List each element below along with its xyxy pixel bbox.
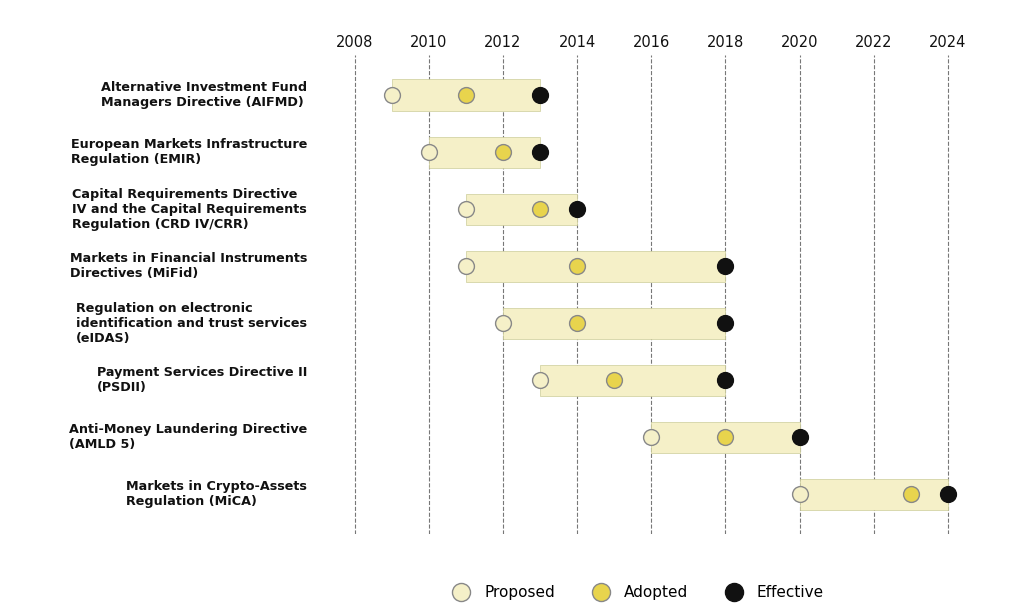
Bar [466, 193, 578, 225]
Bar [503, 308, 725, 339]
Point [458, 90, 474, 100]
Point [792, 489, 808, 499]
Text: Markets in Crypto-Assets
Regulation (MiCA): Markets in Crypto-Assets Regulation (MiC… [126, 480, 307, 508]
Point [717, 375, 733, 385]
Point [531, 375, 548, 385]
Legend: Proposed, Adopted, Effective: Proposed, Adopted, Effective [440, 579, 829, 607]
Text: European Markets Infrastructure
Regulation (EMIR): European Markets Infrastructure Regulati… [71, 138, 307, 166]
Bar [429, 136, 540, 168]
Text: Payment Services Directive II
(PSDII): Payment Services Directive II (PSDII) [97, 366, 307, 394]
Text: Regulation on electronic
identification and trust services
(eIDAS): Regulation on electronic identification … [76, 301, 307, 344]
Point [569, 204, 586, 214]
Bar [651, 422, 800, 453]
Point [940, 489, 956, 499]
Point [606, 375, 623, 385]
Point [902, 489, 919, 499]
Point [495, 318, 511, 328]
Point [383, 90, 399, 100]
Text: Alternative Investment Fund
Managers Directive (AIFMD): Alternative Investment Fund Managers Dir… [101, 81, 307, 109]
Bar [466, 251, 725, 282]
Point [717, 262, 733, 271]
Point [531, 147, 548, 157]
Bar [391, 79, 540, 111]
Text: Markets in Financial Instruments
Directives (MiFid): Markets in Financial Instruments Directi… [70, 252, 307, 280]
Point [792, 432, 808, 442]
Bar [540, 365, 725, 396]
Point [569, 262, 586, 271]
Point [458, 262, 474, 271]
Point [458, 204, 474, 214]
Text: Capital Requirements Directive
IV and the Capital Requirements
Regulation (CRD I: Capital Requirements Directive IV and th… [73, 188, 307, 231]
Point [495, 147, 511, 157]
Point [717, 432, 733, 442]
Point [531, 204, 548, 214]
Point [421, 147, 437, 157]
Point [643, 432, 659, 442]
Bar [800, 478, 948, 510]
Point [717, 318, 733, 328]
Point [569, 318, 586, 328]
Point [531, 90, 548, 100]
Text: Anti-Money Laundering Directive
(AMLD 5): Anti-Money Laundering Directive (AMLD 5) [69, 423, 307, 451]
